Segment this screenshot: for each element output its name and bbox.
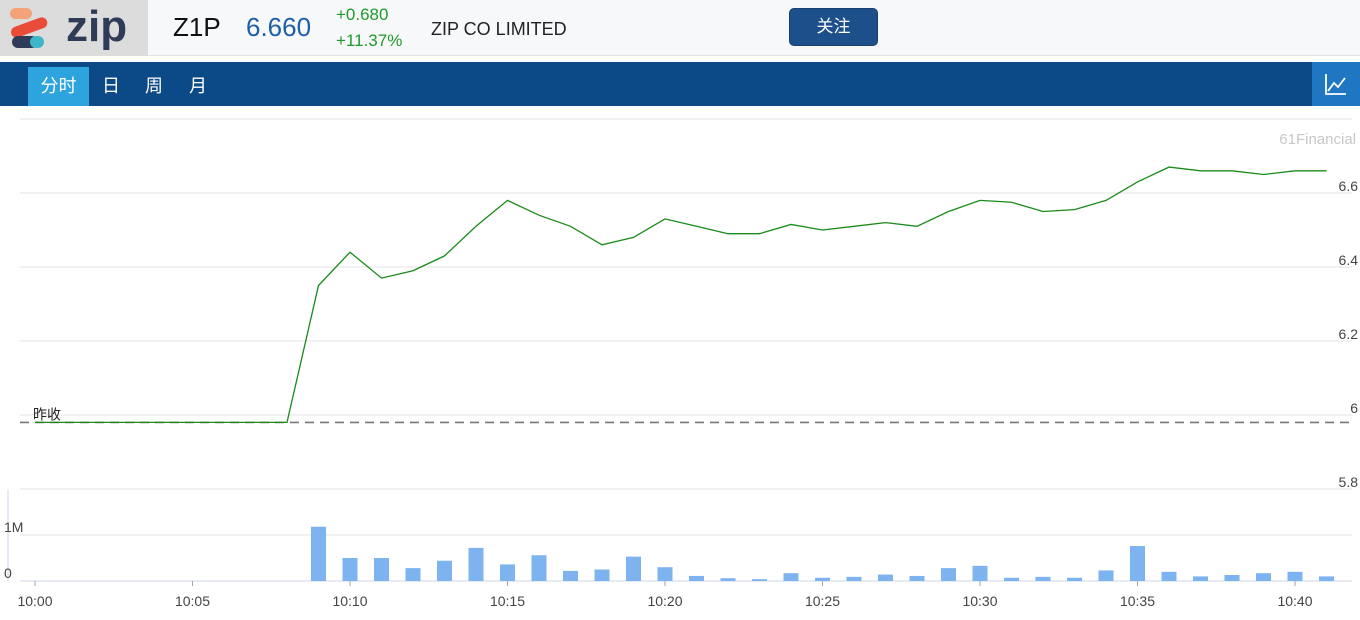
- tab-daily[interactable]: 日: [102, 76, 120, 96]
- intraday-chart: 61Financial 6.66.46.265.8 昨收 1M0 10:00 10…: [4, 118, 1359, 609]
- price-change-percent: +11.37%: [336, 31, 403, 50]
- volume-bar: [437, 560, 452, 581]
- chart-type-toggle[interactable]: [1312, 62, 1360, 106]
- volume-bar: [1287, 571, 1303, 581]
- volume-bar: [1098, 570, 1114, 581]
- price-gridlines: [20, 118, 1352, 490]
- time-tick-label: 10:30: [962, 593, 997, 609]
- volume-bar: [752, 579, 767, 581]
- volume-bar: [1193, 576, 1208, 581]
- volume-tick-label: 0: [4, 565, 12, 581]
- company-name: ZIP CO LIMITED: [431, 19, 567, 39]
- volume-bar: [1035, 576, 1051, 581]
- price-change: +0.680: [336, 5, 389, 24]
- volume-bar: [846, 576, 862, 581]
- volume-bar: [689, 575, 704, 581]
- volume-axis: 1M 0: [4, 519, 23, 581]
- volume-bar: [909, 575, 925, 581]
- volume-bar: [972, 565, 988, 581]
- tab-weekly[interactable]: 周: [145, 76, 163, 96]
- volume-bar: [1067, 577, 1082, 581]
- volume-bar: [500, 564, 515, 581]
- volume-bars: [311, 526, 1334, 581]
- time-tick-label: 10:35: [1120, 593, 1155, 609]
- volume-bar: [374, 558, 389, 581]
- volume-bar: [405, 568, 421, 581]
- time-tick-label: 10:05: [175, 593, 210, 609]
- volume-bar: [1224, 575, 1240, 581]
- volume-bar: [563, 570, 578, 581]
- volume-bar: [657, 567, 673, 581]
- follow-button[interactable]: 关注: [789, 8, 878, 46]
- tab-monthly[interactable]: 月: [189, 76, 207, 96]
- volume-bar: [594, 569, 610, 581]
- quote-header: zip Z1P 6.660 +0.680 +11.37% ZIP CO LIMI…: [0, 0, 1360, 56]
- time-tick-label: 10:15: [490, 593, 525, 609]
- volume-bar: [342, 558, 358, 581]
- price-tick-label: 5.8: [1339, 474, 1359, 490]
- volume-bar: [468, 547, 484, 581]
- zip-logo-icon: [10, 8, 48, 48]
- ticker-symbol: Z1P: [173, 12, 221, 42]
- volume-tick-label: 1M: [4, 519, 23, 535]
- volume-gridlines: [7, 489, 1352, 582]
- volume-bar: [311, 526, 326, 581]
- volume-bar: [626, 556, 641, 581]
- logo-wordmark: zip: [66, 2, 128, 51]
- volume-bar: [783, 573, 799, 581]
- price-tick-label: 6.2: [1339, 326, 1359, 342]
- price-tick-label: 6.4: [1339, 252, 1359, 268]
- volume-bar: [1256, 573, 1271, 581]
- price-tick-label: 6: [1350, 400, 1358, 416]
- time-axis: 10:00 10:05 10:10 10:15 10:20 10:25 10:30 10:35…: [17, 581, 1313, 609]
- tab-intraday[interactable]: 分时: [28, 67, 89, 106]
- period-tab-bar: 分时 日 周 月: [0, 62, 1360, 106]
- chart-watermark: 61Financial: [1279, 131, 1356, 148]
- volume-bar: [531, 555, 547, 581]
- volume-bar: [1161, 571, 1177, 581]
- line-chart-icon: [1325, 74, 1346, 95]
- volume-bar: [720, 578, 736, 581]
- previous-close-label: 昨收: [33, 407, 61, 423]
- volume-bar: [1319, 576, 1334, 581]
- time-tick-label: 10:10: [332, 593, 367, 609]
- zip-logo: zip: [0, 0, 148, 56]
- time-tick-label: 10:00: [17, 593, 52, 609]
- volume-bar: [1130, 546, 1145, 581]
- price-series-line: [35, 166, 1327, 424]
- price-axis: 6.6 6.4 6.2 6 5.8: [1339, 178, 1359, 490]
- time-tick-label: 10:40: [1277, 593, 1312, 609]
- time-tick-label: 10:20: [647, 593, 682, 609]
- last-price: 6.660: [246, 12, 312, 42]
- time-tick-label: 10:25: [805, 593, 840, 609]
- volume-bar: [1004, 577, 1019, 581]
- volume-bar: [878, 574, 893, 581]
- price-tick-label: 6.6: [1339, 178, 1359, 194]
- volume-bar: [815, 577, 830, 581]
- volume-bar: [941, 568, 956, 581]
